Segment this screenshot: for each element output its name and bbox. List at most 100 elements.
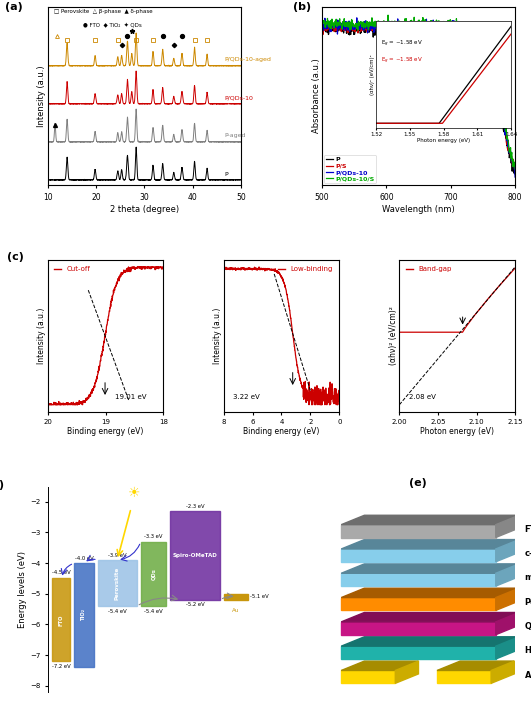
- P/S: [406, 25, 413, 34]
- P: [511, 169, 518, 178]
- Bar: [98, 560, 136, 606]
- Text: (d): (d): [0, 480, 4, 491]
- Text: Spiro-OMeTAD: Spiro-OMeTAD: [173, 553, 217, 558]
- Y-axis label: Intensity (a.u.): Intensity (a.u.): [213, 308, 222, 364]
- P: [419, 18, 425, 27]
- Y-axis label: Absorbance (a.u.): Absorbance (a.u.): [312, 59, 321, 133]
- Line: P: P: [322, 23, 515, 174]
- Text: Perovskite: Perovskite: [115, 566, 119, 599]
- Text: c-TiO₂: c-TiO₂: [525, 549, 531, 558]
- Text: -3.3 eV: -3.3 eV: [144, 534, 162, 539]
- P/QDs-10: [369, 21, 375, 30]
- P/QDs-10: [354, 13, 360, 22]
- Polygon shape: [341, 637, 519, 646]
- X-axis label: Binding energy (eV): Binding energy (eV): [67, 426, 144, 436]
- P/QDs-10/S: [465, 23, 471, 31]
- Text: P-aged: P-aged: [224, 133, 245, 138]
- Legend: Cut-off: Cut-off: [52, 263, 93, 275]
- P/S: [465, 27, 471, 35]
- Text: (c): (c): [7, 253, 24, 263]
- Polygon shape: [496, 588, 519, 611]
- Legend: Band-gap: Band-gap: [403, 263, 455, 275]
- X-axis label: Binding energy (eV): Binding energy (eV): [243, 426, 320, 436]
- Polygon shape: [341, 646, 496, 659]
- Text: P/QDs-10: P/QDs-10: [224, 95, 253, 100]
- Text: QDs: QDs: [151, 568, 156, 580]
- P: [406, 25, 413, 33]
- Text: (b): (b): [293, 1, 311, 12]
- Polygon shape: [341, 564, 519, 573]
- P/QDs-10/S: [448, 19, 455, 28]
- Text: -5.2 eV: -5.2 eV: [186, 602, 204, 607]
- Text: -3.9 eV: -3.9 eV: [108, 553, 126, 558]
- P/S: [448, 22, 455, 30]
- P/S: [511, 166, 518, 174]
- P/QDs-10/S: [319, 22, 325, 30]
- Polygon shape: [341, 525, 496, 537]
- Legend: P, P/S, P/QDs-10, P/QDs-10/S: P, P/S, P/QDs-10, P/QDs-10/S: [324, 155, 376, 184]
- P/S: [512, 165, 518, 174]
- Y-axis label: Intensity (a.u.): Intensity (a.u.): [37, 308, 46, 364]
- Text: FTO: FTO: [58, 614, 64, 626]
- Bar: [224, 594, 248, 600]
- Text: HTM: HTM: [525, 647, 531, 655]
- Polygon shape: [341, 573, 496, 586]
- Text: 2.08 eV: 2.08 eV: [409, 395, 435, 400]
- Y-axis label: Intensity (a.u.): Intensity (a.u.): [37, 65, 46, 127]
- P: [448, 28, 455, 37]
- Bar: [52, 578, 70, 662]
- P: [353, 26, 359, 35]
- Text: QDs: QDs: [525, 622, 531, 631]
- Bar: [141, 542, 166, 606]
- P/QDs-10/S: [385, 11, 391, 19]
- Text: 19.01 eV: 19.01 eV: [115, 395, 147, 400]
- Text: (a): (a): [5, 1, 23, 12]
- P/QDs-10: [353, 25, 359, 33]
- Text: Au: Au: [525, 671, 531, 680]
- Text: ● FTO  ◆ TiO₂  ✦ QDs: ● FTO ◆ TiO₂ ✦ QDs: [82, 23, 141, 28]
- P/QDs-10: [465, 24, 471, 32]
- Line: P/QDs-10/S: P/QDs-10/S: [322, 15, 515, 169]
- Polygon shape: [341, 549, 496, 562]
- Polygon shape: [341, 588, 519, 597]
- X-axis label: Wavelength (nm): Wavelength (nm): [382, 205, 455, 213]
- Polygon shape: [341, 622, 496, 635]
- Bar: [170, 511, 220, 600]
- Polygon shape: [341, 661, 418, 671]
- P/QDs-10: [406, 28, 413, 36]
- P/S: [319, 19, 325, 28]
- P/QDs-10/S: [406, 18, 413, 27]
- Text: -5.1 eV: -5.1 eV: [250, 594, 269, 599]
- Bar: [74, 563, 93, 667]
- P/QDs-10: [319, 20, 325, 29]
- P/S: [354, 18, 360, 26]
- X-axis label: Photon energy (eV): Photon energy (eV): [420, 426, 494, 436]
- Polygon shape: [341, 539, 519, 549]
- Polygon shape: [496, 637, 519, 659]
- P: [465, 27, 471, 35]
- Text: (e): (e): [409, 478, 426, 489]
- P/S: [369, 21, 375, 30]
- P: [433, 30, 439, 38]
- Polygon shape: [437, 671, 491, 683]
- Polygon shape: [496, 564, 519, 586]
- Text: -5.4 eV: -5.4 eV: [108, 609, 126, 614]
- P/QDs-10: [448, 20, 455, 28]
- Y-axis label: Energy levels (eV): Energy levels (eV): [18, 551, 27, 628]
- P/QDs-10/S: [353, 23, 359, 32]
- Text: □ Perovskite  △ β-phase  ▲ δ-phase: □ Perovskite △ β-phase ▲ δ-phase: [54, 9, 152, 14]
- Polygon shape: [496, 613, 519, 635]
- Y-axis label: (αhν)² (eV/cm)²: (αhν)² (eV/cm)²: [389, 306, 398, 365]
- Text: -5.4 eV: -5.4 eV: [144, 609, 162, 614]
- Polygon shape: [491, 661, 515, 683]
- Text: 3.22 eV: 3.22 eV: [233, 395, 260, 400]
- P: [512, 164, 518, 173]
- Text: -4.5 eV: -4.5 eV: [52, 570, 70, 575]
- Text: mp-TiO₂: mp-TiO₂: [525, 573, 531, 582]
- Text: Au: Au: [233, 608, 239, 613]
- Legend: Low-binding: Low-binding: [276, 263, 336, 275]
- Line: P/QDs-10: P/QDs-10: [322, 18, 515, 177]
- X-axis label: 2 theta (degree): 2 theta (degree): [110, 205, 179, 213]
- Polygon shape: [341, 671, 395, 683]
- Polygon shape: [437, 661, 515, 671]
